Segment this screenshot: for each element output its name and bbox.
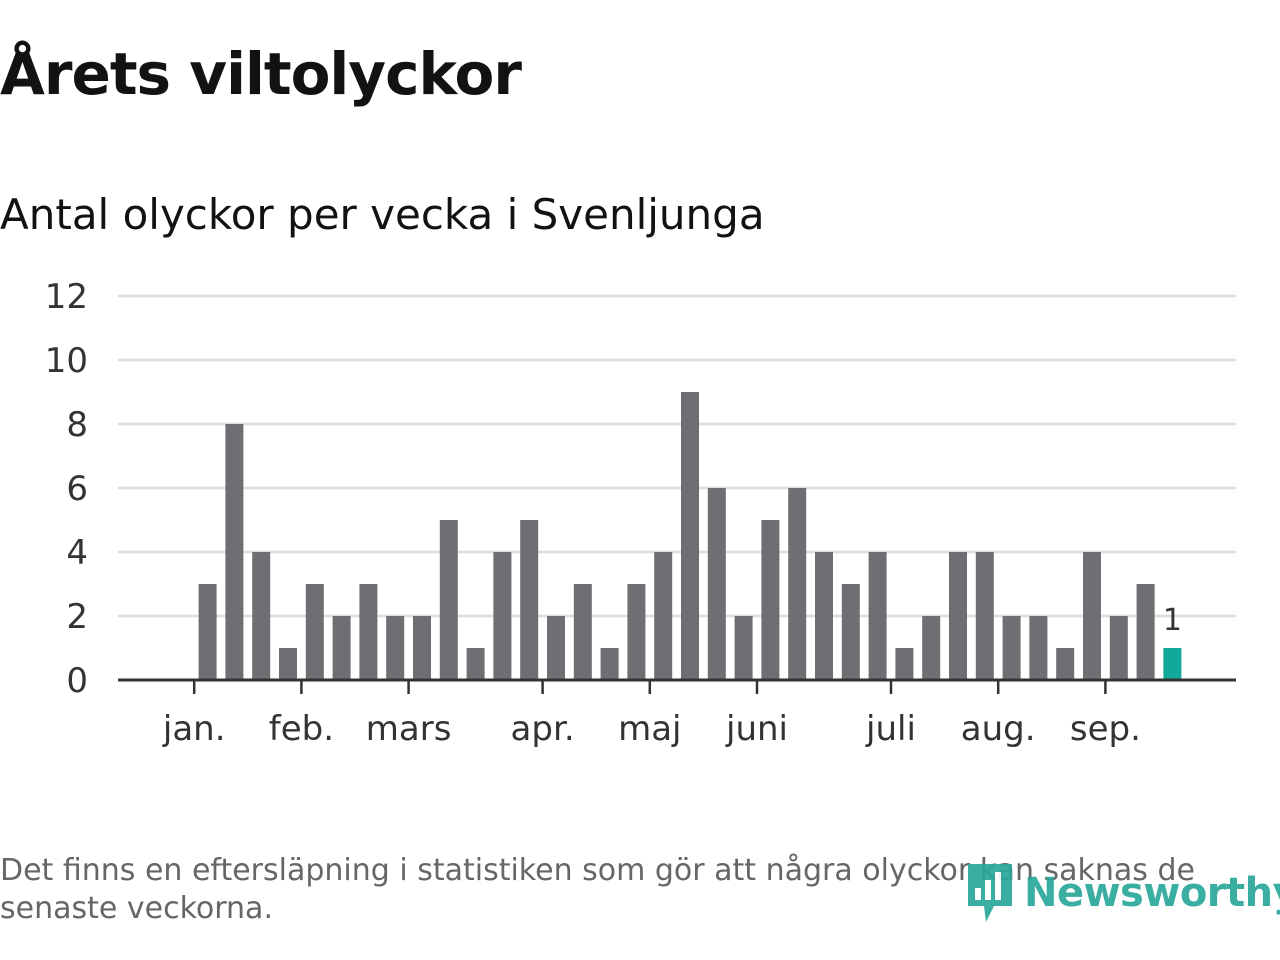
bar [1056,648,1075,680]
bar [627,584,646,680]
x-tick-label: jan. [162,709,226,749]
bar [654,552,673,680]
x-tick-label: maj [618,709,681,749]
bar [493,552,512,680]
bar [520,520,539,680]
bar [868,552,887,680]
y-tick-label: 6 [66,469,88,509]
y-tick-label: 2 [66,597,88,637]
bar [1083,552,1101,680]
bar [707,488,726,680]
bar [252,552,271,680]
data-label: 1 [1163,603,1182,638]
x-tick-label: apr. [511,709,575,749]
bar [198,584,217,680]
x-tick-label: juli [865,709,916,749]
brand-name: Newsworthy [1024,870,1280,916]
bar [949,552,967,680]
bar [788,488,807,680]
bar-chart-speech-icon [968,864,1012,922]
bar [305,584,324,680]
y-tick-label: 10 [45,341,88,381]
y-tick-label: 8 [66,405,88,445]
y-tick-label: 4 [66,533,88,573]
bar [815,552,833,680]
bar [413,616,431,680]
x-tick-label: juni [725,709,788,749]
bar [975,552,994,680]
y-tick-label: 12 [45,277,88,317]
bar-latest-week [1163,648,1182,680]
bar [841,584,860,680]
y-tick-label: 0 [66,661,88,701]
bar [1136,584,1155,680]
bar [895,648,914,680]
x-tick-label: feb. [269,709,334,749]
bar [573,584,592,680]
bar [1029,616,1048,680]
bar [761,520,780,680]
x-tick-label: mars [366,709,452,749]
bar [734,616,753,680]
bar [439,520,458,680]
bar [225,424,244,680]
bar [359,584,378,680]
x-tick-label: sep. [1070,709,1141,749]
chart-title: Årets viltolyckor [0,40,522,108]
bar [279,648,297,680]
bar [922,616,941,680]
bar [386,616,405,680]
bar [332,616,351,680]
chart-subtitle: Antal olyckor per vecka i Svenljunga [0,190,765,239]
bar-chart: 0 2 4 6 8 10 12 1 jan. feb. mars apr. maj juni juli aug… [45,277,1236,749]
bar [681,392,699,680]
bar [547,616,565,680]
brand-logo: Newsworthy [964,858,1280,928]
x-tick-label: aug. [961,709,1036,749]
bar [600,648,619,680]
bar [1109,616,1128,680]
bar [466,648,485,680]
bar [1002,616,1021,680]
